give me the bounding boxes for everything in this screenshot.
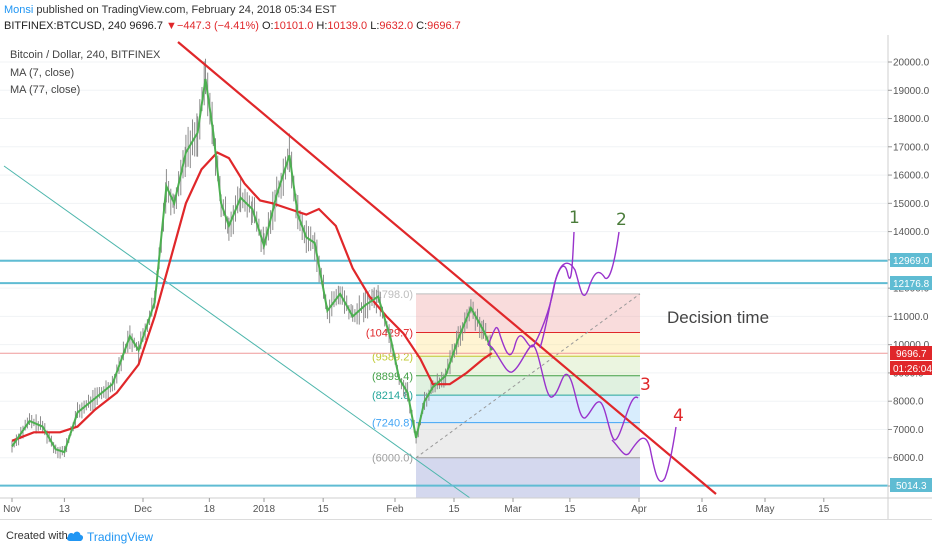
downtrend-line[interactable] [177,41,717,495]
scenario-4-label: 4 [673,406,684,426]
tradingview-link[interactable]: TradingView [87,530,154,544]
fib-band-extension [416,457,640,498]
ma7-legend[interactable]: MA (7, close) [10,67,74,79]
current-price-tag [890,346,932,360]
countdown-tag-text: 01:26:04 [893,364,932,375]
y-tick-label: 7000.0 [893,425,924,436]
created-with-text: Created with [6,530,68,542]
y-tick-label: 11000.0 [893,312,929,323]
fib-band [416,356,640,376]
level-low-tag [890,478,932,492]
fib-band [416,375,640,396]
low-label: L: [370,20,380,32]
x-tick-label: 15 [448,504,460,515]
y-tick-label: 20000.0 [893,58,930,69]
x-tick-label: 16 [696,504,708,515]
y-tick-label: 19000.0 [893,86,930,97]
projection-paths [487,231,677,482]
projection-path-4[interactable] [611,426,677,482]
author-name[interactable]: Monsi [4,4,34,16]
fib-level-label: (9589.2) [372,351,413,363]
fib-level-label: (8214.8) [372,390,413,402]
level-high-tag [890,253,932,267]
y-tick-label: 14000.0 [893,227,930,238]
x-tick-label: 15 [818,504,830,515]
ma7-line[interactable] [11,78,493,454]
ma77-line[interactable] [11,151,493,442]
scenario-3-label: 3 [640,375,651,395]
fib-level-label: (7240.8) [372,418,413,430]
x-tick-label: Nov [3,504,21,515]
last-price: 9696.7 [129,20,163,32]
close-value: 9696.7 [427,20,461,32]
y-axis[interactable]: 5000.06000.07000.08000.09000.010000.0110… [888,58,930,493]
x-tick-label: 15 [564,504,576,515]
x-tick-label: 2018 [253,504,276,515]
countdown-tag [890,361,932,375]
x-tick-label: 18 [204,504,216,515]
y-tick-label: 8000.0 [893,397,924,408]
x-axis[interactable]: Nov 13 Dec 18 2018 15 Feb 15 Mar 15 Apr 16 May 15 [3,498,830,515]
y-tick-label: 18000.0 [893,114,930,125]
price-tags: 12969.0 12176.8 9696.7 01:26:04 5014.3 [890,253,932,492]
close-label: C: [416,20,428,32]
x-tick-label: Apr [631,504,647,515]
decision-time-text: Decision time [667,308,769,327]
high-label: H: [316,20,328,32]
scenario-2-label: 2 [616,210,627,230]
ohlc-line: BITFINEX:BTCUSD, 240 9696.7 ▼−447.3 (−4.… [4,20,461,32]
y-tick-label: 15000.0 [893,199,930,210]
ma77-legend[interactable]: MA (77, close) [10,84,80,96]
teal-trend-line[interactable] [3,165,471,499]
fib-level-label: (8899.4) [372,371,413,383]
projection-path-1[interactable] [487,231,575,356]
scenario-1-label: 1 [569,208,580,228]
fib-band [416,293,640,333]
price-change: −447.3 (−4.41%) [176,20,259,32]
level-mid-tag [890,276,932,290]
level-low-tag-text: 5014.3 [896,481,927,492]
fib-level-label: (6000.0) [372,453,413,465]
fib-band [416,422,640,458]
y-tick-label: 16000.0 [893,171,930,182]
horizontal-levels [0,259,888,487]
projection-path-3[interactable] [487,344,639,441]
high-value: 10139.0 [327,20,368,32]
publication-info: published on TradingView.com, February 2… [33,4,337,16]
x-tick-label: 15 [318,504,330,515]
footer: Created with TradingView [0,519,932,551]
current-price-tag-text: 9696.7 [896,349,927,360]
y-tick-label: 10000.0 [893,340,930,351]
tradingview-cloud-icon [66,531,84,541]
chart-title: Bitcoin / Dollar, 240, BITFINEX [10,49,161,61]
y-tick-label: 6000.0 [893,453,924,464]
x-tick-label: Feb [386,504,404,515]
x-tick-label: 13 [59,504,71,515]
publication-line: Monsi published on TradingView.com, Febr… [4,4,336,16]
open-label: O: [261,20,274,32]
open-value: 10101.0 [273,20,314,32]
x-tick-label: Mar [504,504,522,515]
level-high-tag-text: 12969.0 [893,256,930,267]
level-mid-tag-text: 12176.8 [893,279,930,290]
y-tick-label: 17000.0 [893,142,930,153]
down-arrow-icon: ▼ [166,20,177,32]
price-chart[interactable]: (11798.0)(10429.7)(9589.2)(8899.4)(8214.… [0,0,932,520]
projection-path-2[interactable] [539,231,620,349]
symbol-label: BITFINEX:BTCUSD, 240 [4,20,127,32]
x-tick-label: Dec [134,504,152,515]
fib-trend-line [415,293,641,459]
low-value: 9632.0 [379,20,414,32]
x-tick-label: May [756,504,775,515]
